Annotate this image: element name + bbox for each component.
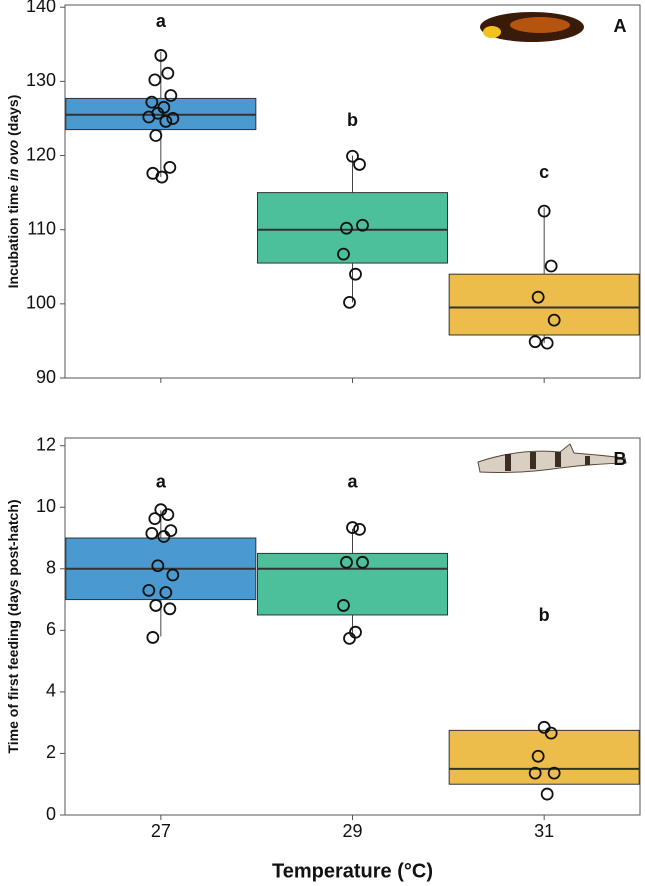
y-axis-label: Incubation time in ovo (days) <box>5 95 21 289</box>
data-point <box>155 170 169 184</box>
data-point <box>356 218 369 232</box>
data-point <box>164 524 178 538</box>
x-tick-label: 29 <box>342 821 362 841</box>
data-point <box>163 602 177 616</box>
box <box>448 273 640 336</box>
y-axis-label-part: Incubation time <box>5 181 21 288</box>
data-point <box>146 631 160 644</box>
y-axis-label: Time of first feeding (days post-hatch) <box>5 499 21 753</box>
data-point <box>163 160 177 174</box>
data-point <box>346 149 359 163</box>
data-point <box>161 508 175 522</box>
data-point <box>166 112 180 125</box>
y-tick-label: 100 <box>26 293 56 313</box>
data-point <box>544 726 558 740</box>
data-point <box>540 787 554 801</box>
y-tick-label: 130 <box>26 70 56 90</box>
x-axis-label: Temperature (°C) <box>272 860 433 882</box>
data-point <box>544 259 558 273</box>
data-point <box>349 625 362 639</box>
panel-label: B <box>614 449 627 469</box>
significance-letter: b <box>347 110 358 130</box>
y-tick-label: 10 <box>36 496 56 516</box>
data-point <box>157 530 171 543</box>
data-point <box>151 559 165 573</box>
data-point <box>343 295 356 309</box>
data-point <box>340 221 353 235</box>
data-point <box>537 204 551 218</box>
data-point <box>164 89 178 102</box>
data-point <box>540 336 554 350</box>
shark-illustration <box>477 443 627 473</box>
data-point <box>349 267 362 281</box>
data-point <box>337 599 350 612</box>
data-point <box>149 129 163 142</box>
significance-letter: b <box>539 605 550 625</box>
data-point <box>340 555 353 569</box>
y-tick-label: 8 <box>46 558 56 578</box>
y-tick-label: 2 <box>46 742 56 762</box>
data-point <box>353 158 366 171</box>
data-point <box>531 290 545 304</box>
y-tick-label: 90 <box>36 367 56 387</box>
x-tick-label: 31 <box>534 821 554 841</box>
significance-letter: c <box>539 162 549 182</box>
data-point <box>346 521 359 534</box>
data-point <box>142 583 156 597</box>
data-point <box>547 313 561 327</box>
data-point <box>356 555 369 569</box>
y-tick-label: 4 <box>46 681 56 701</box>
data-point <box>148 73 162 87</box>
y-axis-label-part: in ovo <box>5 139 21 181</box>
y-tick-label: 0 <box>46 804 56 824</box>
data-point <box>547 766 561 780</box>
data-point <box>148 512 162 526</box>
significance-letter: a <box>156 11 167 31</box>
panel-label: A <box>614 16 627 36</box>
data-point <box>159 115 173 128</box>
data-point <box>149 599 163 612</box>
data-point <box>145 527 159 540</box>
y-tick-label: 140 <box>26 0 56 16</box>
data-point <box>343 631 356 645</box>
data-point <box>531 749 545 763</box>
data-point <box>159 586 173 599</box>
significance-letter: a <box>347 471 358 491</box>
data-point <box>154 49 168 62</box>
y-tick-label: 120 <box>26 144 56 164</box>
x-tick-label: 27 <box>151 821 171 841</box>
significance-letter: a <box>156 471 167 491</box>
data-point <box>166 568 180 582</box>
data-point <box>353 523 366 536</box>
y-tick-label: 12 <box>36 434 56 454</box>
y-axis-label-part: Time of first feeding (days post-hatch) <box>5 499 21 753</box>
y-tick-label: 6 <box>46 619 56 639</box>
data-point <box>145 95 159 109</box>
data-point <box>337 247 350 261</box>
data-point <box>528 766 542 780</box>
data-point <box>142 110 156 124</box>
egg-illustration <box>480 12 584 42</box>
y-axis-label-part: (days) <box>5 95 21 140</box>
y-tick-label: 110 <box>27 218 56 238</box>
data-point <box>528 335 542 349</box>
data-point <box>161 66 175 80</box>
